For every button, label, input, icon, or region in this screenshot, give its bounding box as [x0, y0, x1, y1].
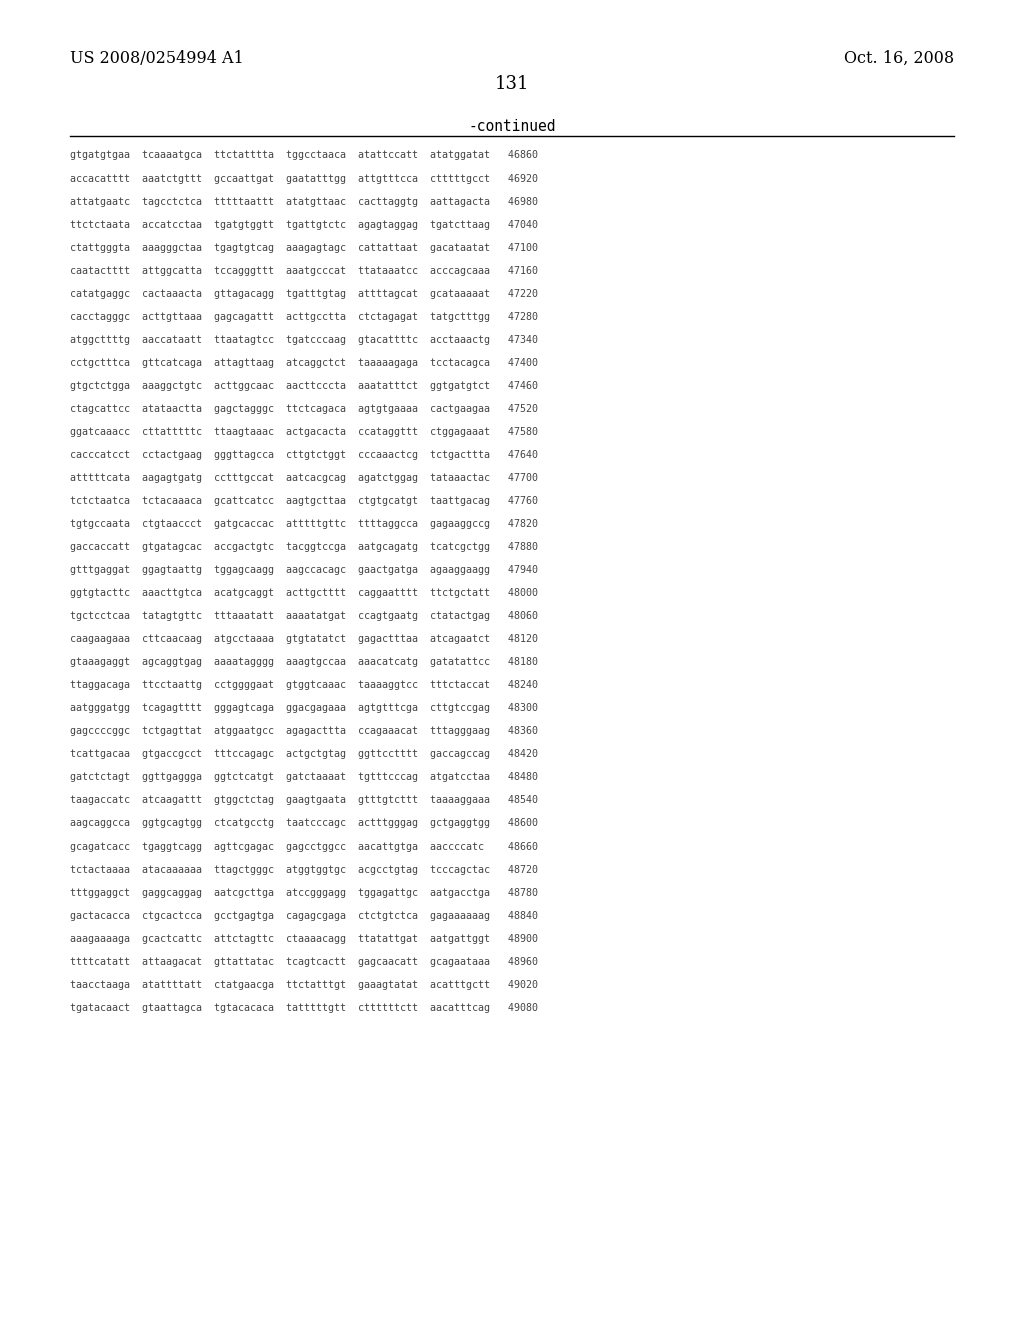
Text: tgatacaact  gtaattagca  tgtacacaca  tatttttgtt  cttttttctt  aacatttcag   49080: tgatacaact gtaattagca tgtacacaca tattttt…: [70, 1003, 538, 1012]
Text: gtaaagaggt  agcaggtgag  aaaatagggg  aaagtgccaa  aaacatcatg  gatatattcc   48180: gtaaagaggt agcaggtgag aaaatagggg aaagtgc…: [70, 657, 538, 667]
Text: 131: 131: [495, 75, 529, 94]
Text: gaccaccatt  gtgatagcac  accgactgtc  tacggtccga  aatgcagatg  tcatcgctgg   47880: gaccaccatt gtgatagcac accgactgtc tacggtc…: [70, 543, 538, 552]
Text: gcagatcacc  tgaggtcagg  agttcgagac  gagcctggcc  aacattgtga  aaccccatc    48660: gcagatcacc tgaggtcagg agttcgagac gagcctg…: [70, 842, 538, 851]
Text: taacctaaga  atattttatt  ctatgaacga  ttctatttgt  gaaagtatat  acatttgctt   49020: taacctaaga atattttatt ctatgaacga ttctatt…: [70, 979, 538, 990]
Text: ttctctaata  accatcctaa  tgatgtggtt  tgattgtctc  agagtaggag  tgatcttaag   47040: ttctctaata accatcctaa tgatgtggtt tgattgt…: [70, 219, 538, 230]
Text: aatgggatgg  tcagagtttt  gggagtcaga  ggacgagaaa  agtgtttcga  cttgtccgag   48300: aatgggatgg tcagagtttt gggagtcaga ggacgag…: [70, 704, 538, 713]
Text: ttaggacaga  ttcctaattg  cctggggaat  gtggtcaaac  taaaaggtcc  tttctaccat   48240: ttaggacaga ttcctaattg cctggggaat gtggtca…: [70, 680, 538, 690]
Text: aagcaggcca  ggtgcagtgg  ctcatgcctg  taatcccagc  actttgggag  gctgaggtgg   48600: aagcaggcca ggtgcagtgg ctcatgcctg taatccc…: [70, 818, 538, 829]
Text: ctagcattcc  atataactta  gagctagggc  ttctcagaca  agtgtgaaaa  cactgaagaa   47520: ctagcattcc atataactta gagctagggc ttctcag…: [70, 404, 538, 414]
Text: gtttgaggat  ggagtaattg  tggagcaagg  aagccacagc  gaactgatga  agaaggaagg   47940: gtttgaggat ggagtaattg tggagcaagg aagccac…: [70, 565, 538, 576]
Text: gagccccggc  tctgagttat  atggaatgcc  agagacttta  ccagaaacat  tttagggaag   48360: gagccccggc tctgagttat atggaatgcc agagact…: [70, 726, 538, 737]
Text: taagaccatc  atcaagattt  gtggctctag  gaagtgaata  gtttgtcttt  taaaaggaaa   48540: taagaccatc atcaagattt gtggctctag gaagtga…: [70, 796, 538, 805]
Text: US 2008/0254994 A1: US 2008/0254994 A1: [70, 50, 244, 67]
Text: tgtgccaata  ctgtaaccct  gatgcaccac  atttttgttc  ttttaggcca  gagaaggccg   47820: tgtgccaata ctgtaaccct gatgcaccac atttttg…: [70, 519, 538, 529]
Text: tctctaatca  tctacaaaca  gcattcatcc  aagtgcttaa  ctgtgcatgt  taattgacag   47760: tctctaatca tctacaaaca gcattcatcc aagtgct…: [70, 496, 538, 506]
Text: aaagaaaaga  gcactcattc  attctagttc  ctaaaacagg  ttatattgat  aatgattggt   48900: aaagaaaaga gcactcattc attctagttc ctaaaac…: [70, 933, 538, 944]
Text: cacctagggc  acttgttaaa  gagcagattt  acttgcctta  ctctagagat  tatgctttgg   47280: cacctagggc acttgttaaa gagcagattt acttgcc…: [70, 312, 538, 322]
Text: tttggaggct  gaggcaggag  aatcgcttga  atccgggagg  tggagattgc  aatgacctga   48780: tttggaggct gaggcaggag aatcgcttga atccggg…: [70, 887, 538, 898]
Text: accacatttt  aaatctgttt  gccaattgat  gaatatttgg  attgtttcca  ctttttgcct   46920: accacatttt aaatctgttt gccaattgat gaatatt…: [70, 173, 538, 183]
Text: tgctcctcaa  tatagtgttc  tttaaatatt  aaaatatgat  ccagtgaatg  ctatactgag   48060: tgctcctcaa tatagtgttc tttaaatatt aaaatat…: [70, 611, 538, 622]
Text: cctgctttca  gttcatcaga  attagttaag  atcaggctct  taaaaagaga  tcctacagca   47400: cctgctttca gttcatcaga attagttaag atcaggc…: [70, 358, 538, 368]
Text: ggtgtacttc  aaacttgtca  acatgcaggt  acttgctttt  caggaatttt  ttctgctatt   48000: ggtgtacttc aaacttgtca acatgcaggt acttgct…: [70, 589, 538, 598]
Text: tctactaaaa  atacaaaaaa  ttagctgggc  atggtggtgc  acgcctgtag  tcccagctac   48720: tctactaaaa atacaaaaaa ttagctgggc atggtgg…: [70, 865, 538, 875]
Text: ttttcatatt  attaagacat  gttattatac  tcagtcactt  gagcaacatt  gcagaataaa   48960: ttttcatatt attaagacat gttattatac tcagtca…: [70, 957, 538, 966]
Text: ggatcaaacc  cttatttttc  ttaagtaaac  actgacacta  ccataggttt  ctggagaaat   47580: ggatcaaacc cttatttttc ttaagtaaac actgaca…: [70, 426, 538, 437]
Text: ctattgggta  aaagggctaa  tgagtgtcag  aaagagtagc  cattattaat  gacataatat   47100: ctattgggta aaagggctaa tgagtgtcag aaagagt…: [70, 243, 538, 252]
Text: caatactttt  attggcatta  tccagggttt  aaatgcccat  ttataaatcc  acccagcaaa   47160: caatactttt attggcatta tccagggttt aaatgcc…: [70, 265, 538, 276]
Text: catatgaggc  cactaaacta  gttagacagg  tgatttgtag  attttagcat  gcataaaaat   47220: catatgaggc cactaaacta gttagacagg tgatttg…: [70, 289, 538, 298]
Text: -continued: -continued: [468, 119, 556, 133]
Text: gtgatgtgaa  tcaaaatgca  ttctatttta  tggcctaaca  atattccatt  atatggatat   46860: gtgatgtgaa tcaaaatgca ttctatttta tggccta…: [70, 150, 538, 161]
Text: Oct. 16, 2008: Oct. 16, 2008: [844, 50, 954, 67]
Text: gactacacca  ctgcactcca  gcctgagtga  cagagcgaga  ctctgtctca  gagaaaaaag   48840: gactacacca ctgcactcca gcctgagtga cagagcg…: [70, 911, 538, 920]
Text: cacccatcct  cctactgaag  gggttagcca  cttgtctggt  cccaaactcg  tctgacttta   47640: cacccatcct cctactgaag gggttagcca cttgtct…: [70, 450, 538, 459]
Text: gatctctagt  ggttgaggga  ggtctcatgt  gatctaaaat  tgtttcccag  atgatcctaa   48480: gatctctagt ggttgaggga ggtctcatgt gatctaa…: [70, 772, 538, 783]
Text: tcattgacaa  gtgaccgcct  tttccagagc  actgctgtag  ggttcctttt  gaccagccag   48420: tcattgacaa gtgaccgcct tttccagagc actgctg…: [70, 750, 538, 759]
Text: atttttcata  aagagtgatg  cctttgccat  aatcacgcag  agatctggag  tataaactac   47700: atttttcata aagagtgatg cctttgccat aatcacg…: [70, 473, 538, 483]
Text: caagaagaaa  cttcaacaag  atgcctaaaa  gtgtatatct  gagactttaa  atcagaatct   48120: caagaagaaa cttcaacaag atgcctaaaa gtgtata…: [70, 634, 538, 644]
Text: gtgctctgga  aaaggctgtc  acttggcaac  aacttcccta  aaatatttct  ggtgatgtct   47460: gtgctctgga aaaggctgtc acttggcaac aacttcc…: [70, 380, 538, 391]
Text: atggcttttg  aaccataatt  ttaatagtcc  tgatcccaag  gtacattttc  acctaaactg   47340: atggcttttg aaccataatt ttaatagtcc tgatccc…: [70, 335, 538, 345]
Text: attatgaatc  tagcctctca  tttttaattt  atatgttaac  cacttaggtg  aattagacta   46980: attatgaatc tagcctctca tttttaattt atatgtt…: [70, 197, 538, 206]
